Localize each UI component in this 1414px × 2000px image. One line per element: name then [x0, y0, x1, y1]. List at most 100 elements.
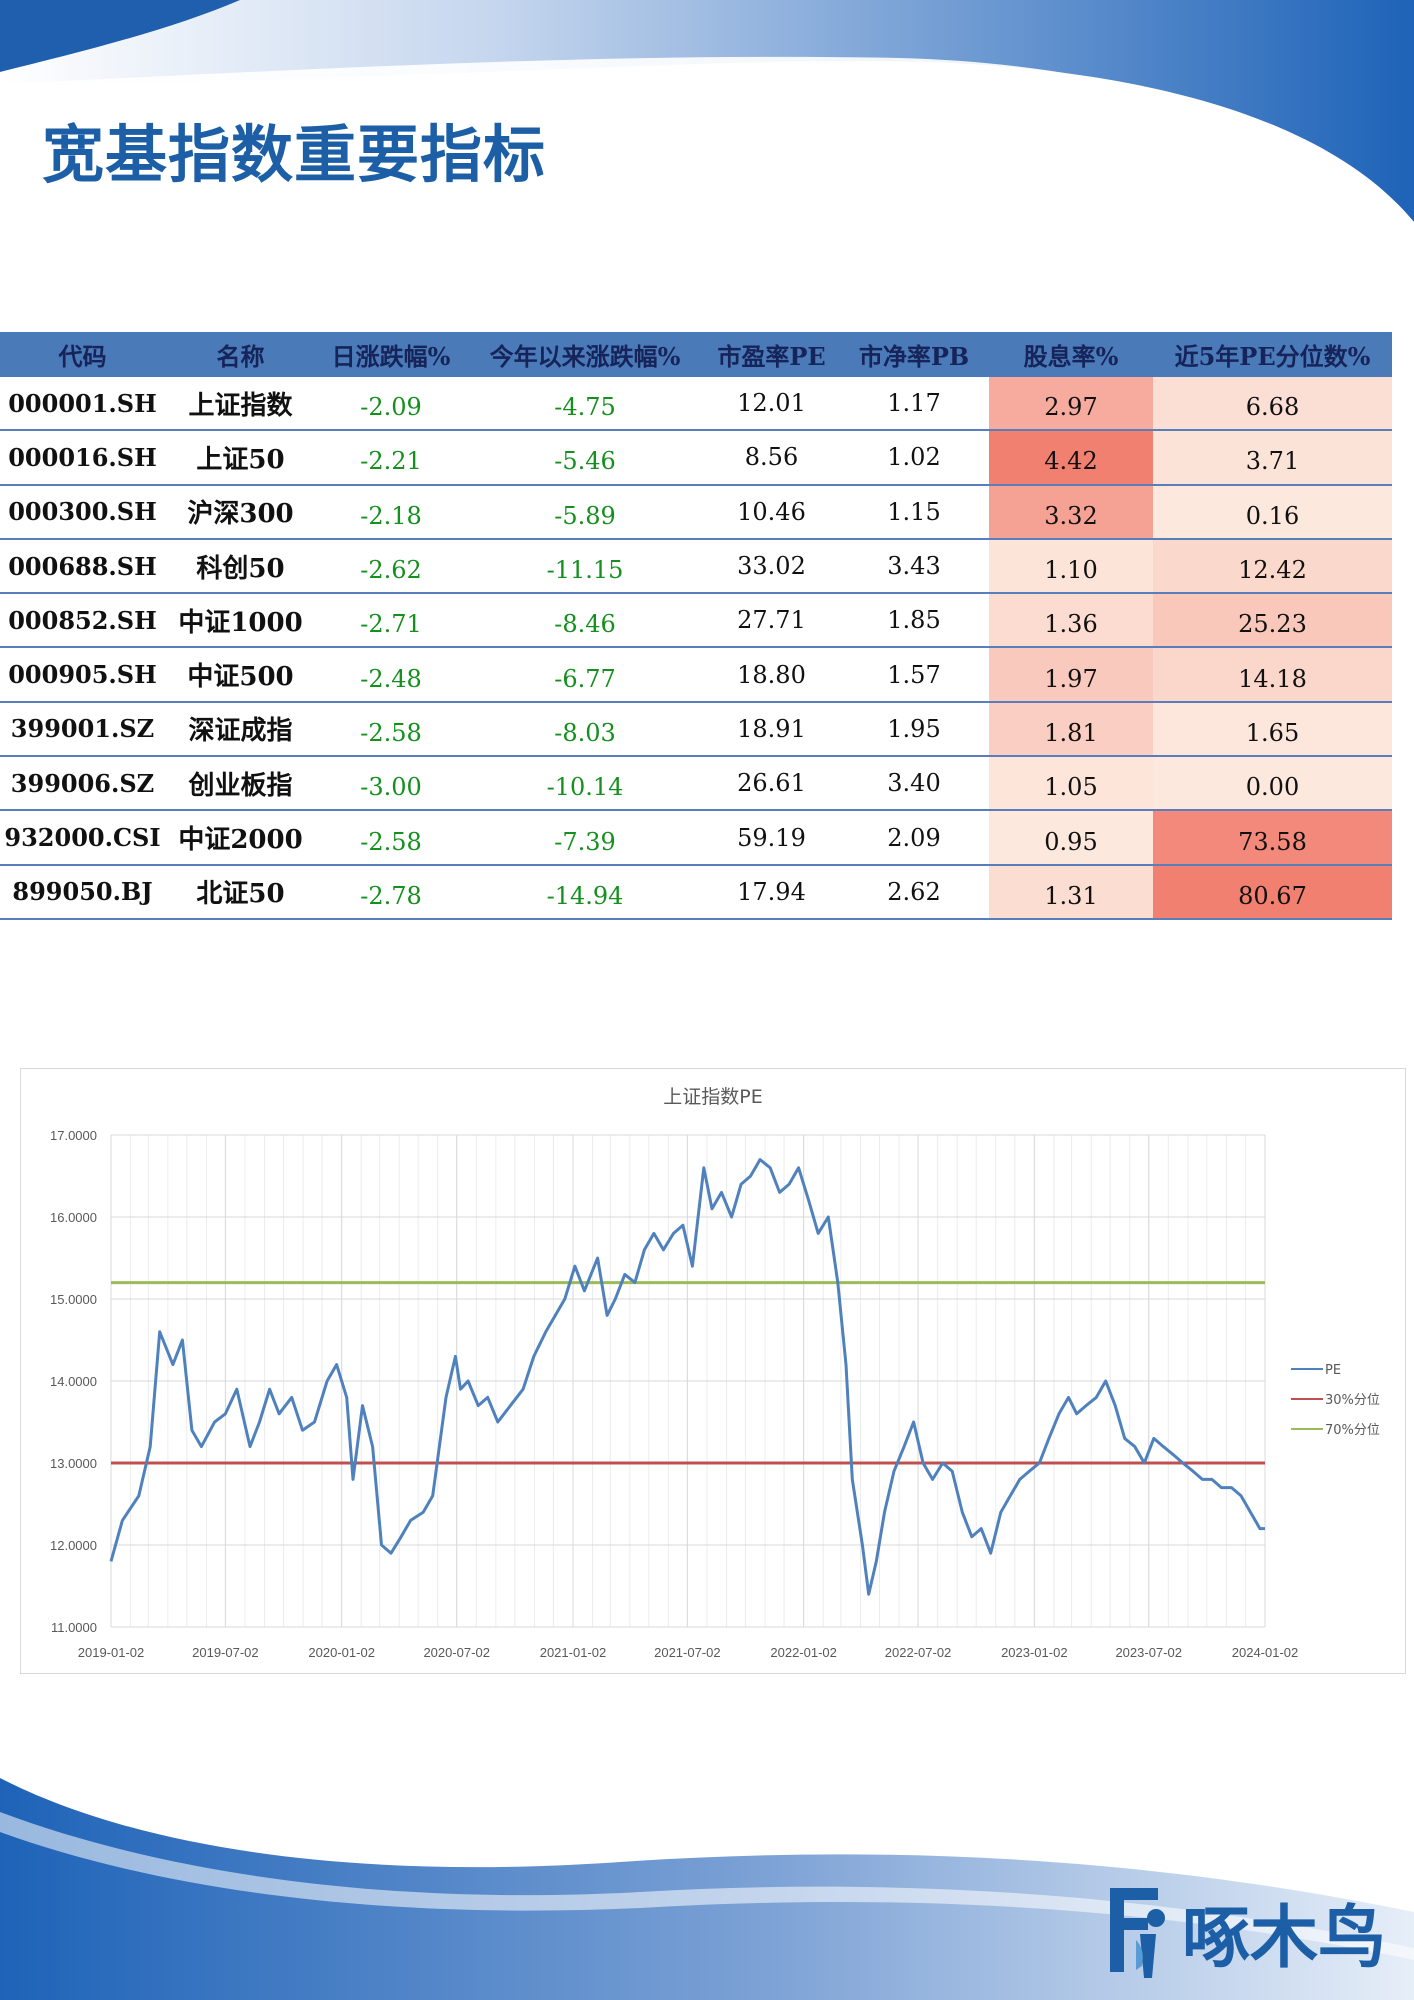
- code-cell: 000852.SH: [0, 593, 165, 649]
- dividend-yield-cell: 4.42: [989, 430, 1153, 486]
- top-swoosh: [0, 0, 1414, 222]
- pe-cell: 17.94: [704, 864, 839, 920]
- y-tick-label: 13.0000: [50, 1456, 97, 1471]
- y-tick-label: 16.0000: [50, 1210, 97, 1225]
- y-tick-label: 17.0000: [50, 1128, 97, 1143]
- table-row: 399006.SZ 创业板指 -3.00 -10.14 26.61 3.40 1.05 0.0…: [0, 756, 1392, 812]
- page-title: 宽基指数重要指标: [42, 118, 547, 191]
- code-cell: 399001.SZ: [0, 701, 165, 758]
- daily-change-cell: -2.21: [316, 430, 466, 486]
- pe-cell: 27.71: [704, 593, 839, 649]
- pb-cell: 3.43: [839, 538, 989, 595]
- x-tick-label: 2024-01-02: [1232, 1645, 1299, 1660]
- pb-cell: 1.57: [839, 647, 989, 703]
- legend-label: 70%分位: [1325, 1423, 1380, 1438]
- ytd-change-cell: -14.94: [466, 864, 704, 920]
- pb-cell: 1.15: [839, 484, 989, 540]
- pe-percentile-cell: 3.71: [1153, 430, 1392, 486]
- name-cell: 深证成指: [165, 701, 316, 758]
- pe-percentile-cell: 25.23: [1153, 593, 1392, 649]
- table-row: 932000.CSI 中证2000 -2.58 -7.39 59.19 2.09 0.95 7…: [0, 810, 1392, 866]
- dividend-yield-cell: 0.95: [989, 810, 1153, 866]
- legend-label: PE: [1325, 1363, 1341, 1378]
- header-pe: 市盈率PE: [704, 332, 839, 377]
- pe-percentile-cell: 6.68: [1153, 377, 1392, 432]
- header-code: 代码: [0, 332, 165, 377]
- header-pb: 市净率PB: [839, 332, 989, 377]
- table-row: 000016.SH 上证50 -2.21 -5.46 8.56 1.02 4.42 3.71: [0, 430, 1392, 486]
- daily-change-cell: -2.58: [316, 701, 466, 758]
- pb-cell: 1.02: [839, 430, 989, 486]
- x-tick-label: 2023-07-02: [1115, 1645, 1182, 1660]
- pe-percentile-cell: 14.18: [1153, 647, 1392, 703]
- pb-cell: 1.85: [839, 593, 989, 649]
- pe-cell: 33.02: [704, 538, 839, 595]
- header-ytd-change: 今年以来涨跌幅%: [466, 332, 704, 377]
- code-cell: 932000.CSI: [0, 810, 165, 866]
- daily-change-cell: -2.18: [316, 484, 466, 540]
- ytd-change-cell: -11.15: [466, 538, 704, 595]
- series-line-pe: [109, 1158, 1265, 1596]
- pb-cell: 3.40: [839, 756, 989, 812]
- ytd-change-cell: -5.46: [466, 430, 704, 486]
- table-row: 000852.SH 中证1000 -2.71 -8.46 27.71 1.85 1.36 25…: [0, 593, 1392, 649]
- x-tick-label: 2019-07-02: [192, 1645, 259, 1660]
- pb-cell: 2.62: [839, 864, 989, 920]
- name-cell: 中证500: [165, 647, 316, 703]
- dividend-yield-cell: 3.32: [989, 484, 1153, 540]
- pe-cell: 8.56: [704, 430, 839, 486]
- code-cell: 000001.SH: [0, 377, 165, 432]
- x-tick-label: 2022-07-02: [885, 1645, 952, 1660]
- ytd-change-cell: -4.75: [466, 377, 704, 432]
- bottom-white-curve: [0, 1812, 1414, 1960]
- pb-cell: 1.95: [839, 701, 989, 758]
- ytd-change-cell: -8.03: [466, 701, 704, 758]
- top-white-curve: [0, 56, 1414, 240]
- y-tick-label: 11.0000: [51, 1620, 97, 1635]
- table-row: 899050.BJ 北证50 -2.78 -14.94 17.94 2.62 1.31 80.…: [0, 864, 1392, 920]
- code-cell: 000016.SH: [0, 430, 165, 486]
- pe-percentile-cell: 0.00: [1153, 756, 1392, 812]
- name-cell: 科创50: [165, 538, 316, 595]
- name-cell: 上证指数: [165, 377, 316, 432]
- code-cell: 000300.SH: [0, 484, 165, 540]
- header-name: 名称: [165, 332, 316, 377]
- pe-cell: 10.46: [704, 484, 839, 540]
- y-tick-label: 15.0000: [50, 1292, 97, 1307]
- pe-percentile-cell: 0.16: [1153, 484, 1392, 540]
- header-dividend-yield: 股息率%: [989, 332, 1153, 377]
- x-tick-label: 2020-01-02: [308, 1645, 375, 1660]
- name-cell: 沪深300: [165, 484, 316, 540]
- code-cell: 000905.SH: [0, 647, 165, 703]
- header-pe-percentile: 近5年PE分位数%: [1153, 332, 1392, 377]
- daily-change-cell: -2.71: [316, 593, 466, 649]
- ytd-change-cell: -10.14: [466, 756, 704, 812]
- table-row: 399001.SZ 深证成指 -2.58 -8.03 18.91 1.95 1.81 1.65: [0, 701, 1392, 758]
- table-row: 000300.SH 沪深300 -2.18 -5.89 10.46 1.15 3.32 0.1…: [0, 484, 1392, 540]
- x-tick-label: 2019-01-02: [78, 1645, 145, 1660]
- name-cell: 创业板指: [165, 756, 316, 812]
- dividend-yield-cell: 1.97: [989, 647, 1153, 703]
- dividend-yield-cell: 1.05: [989, 756, 1153, 812]
- table-body: 000001.SH 上证指数 -2.09 -4.75 12.01 1.17 2.97 6.68…: [0, 377, 1392, 920]
- x-tick-label: 2021-01-02: [540, 1645, 607, 1660]
- top-left-corner: [0, 0, 240, 72]
- pe-cell: 18.91: [704, 701, 839, 758]
- chart-title: 上证指数PE: [663, 1086, 762, 1108]
- name-cell: 中证2000: [165, 810, 316, 866]
- woodpecker-icon: [1110, 1888, 1165, 1978]
- x-tick-label: 2020-07-02: [423, 1645, 490, 1660]
- dividend-yield-cell: 1.36: [989, 593, 1153, 649]
- x-tick-label: 2022-01-02: [770, 1645, 837, 1660]
- pe-cell: 59.19: [704, 810, 839, 866]
- pe-percentile-cell: 80.67: [1153, 864, 1392, 920]
- pe-chart-svg: 11.0000 12.0000 13.0000 14.0000 15.0000 16.00…: [50, 1086, 1380, 1660]
- pe-cell: 12.01: [704, 377, 839, 432]
- daily-change-cell: -2.48: [316, 647, 466, 703]
- y-tick-label: 14.0000: [50, 1374, 97, 1389]
- table-header-row: 代码 名称 日涨跌幅% 今年以来涨跌幅% 市盈率PE 市净率PB 股息率% 近5…: [0, 332, 1392, 377]
- table-row: 000905.SH 中证500 -2.48 -6.77 18.80 1.57 1.97 14.…: [0, 647, 1392, 703]
- x-tick-label: 2021-07-02: [654, 1645, 721, 1660]
- daily-change-cell: -3.00: [316, 756, 466, 812]
